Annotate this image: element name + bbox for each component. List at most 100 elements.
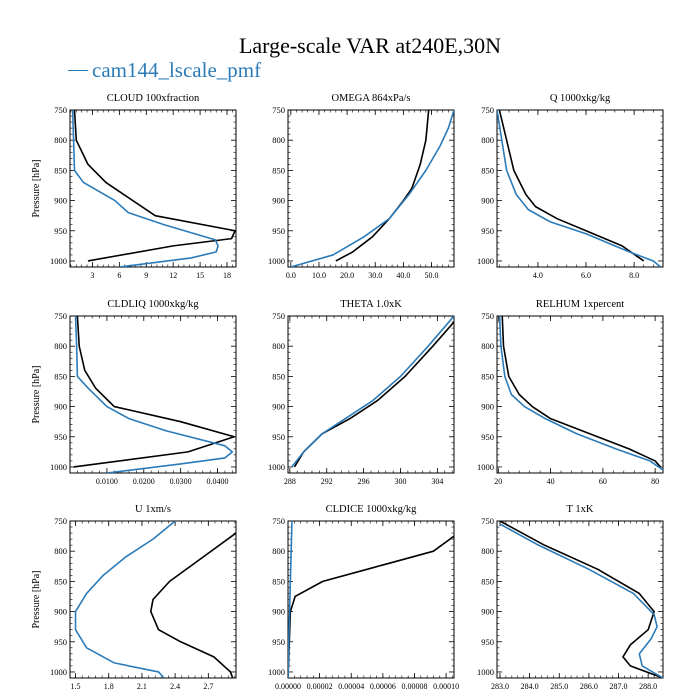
subplot-title: RELHUM 1xpercent — [536, 299, 624, 310]
x-tick-label: 2.4 — [170, 682, 180, 691]
series-line-blue — [74, 316, 234, 473]
subplot-title: CLOUD 100xfraction — [107, 93, 200, 104]
series-line-blue — [497, 110, 662, 267]
y-tick-label: 800 — [272, 341, 285, 351]
x-tick-label: 18 — [223, 271, 231, 280]
x-tick-label: 9 — [144, 271, 148, 280]
y-tick-label: 900 — [481, 607, 494, 617]
subplot-7: U 1xm/s 750 800 850 900 950 1000 1.5 1.8 2.1 2.4 2.… — [31, 504, 237, 691]
x-tick-label: 288.0 — [639, 682, 657, 691]
x-tick-label: 296 — [358, 477, 370, 486]
y-tick-label: 950 — [481, 226, 494, 236]
x-tick-label: 286.0 — [580, 682, 598, 691]
x-tick-label: 0.0200 — [133, 477, 155, 486]
x-tick-label: 6 — [117, 271, 121, 280]
y-tick-label: 750 — [272, 311, 285, 321]
plot-frame — [496, 520, 664, 679]
series-line-black — [499, 521, 663, 678]
y-axis-label: Pressure [hPa] — [31, 570, 42, 628]
y-tick-label: 1000 — [268, 667, 285, 677]
series-line-black — [73, 316, 235, 468]
y-tick-label: 900 — [54, 402, 67, 412]
y-tick-label: 950 — [481, 637, 494, 647]
y-tick-label: 950 — [272, 432, 285, 442]
y-tick-label: 900 — [481, 402, 494, 412]
series-group — [71, 110, 236, 267]
y-tick-label: 850 — [54, 371, 67, 381]
x-tick-label: 40 — [547, 477, 555, 486]
series-line-blue — [291, 316, 454, 468]
series-group — [499, 521, 663, 678]
series-group — [73, 316, 235, 473]
x-tick-label: 0.00006 — [370, 682, 396, 691]
x-tick-label: 1.5 — [71, 682, 81, 691]
y-tick-label: 750 — [481, 105, 494, 115]
y-tick-label: 900 — [54, 196, 67, 206]
legend-marker: — — [67, 58, 89, 80]
y-tick-label: 800 — [481, 546, 494, 556]
y-tick-label: 800 — [54, 546, 67, 556]
y-axis-label: Pressure [hPa] — [31, 365, 42, 423]
x-tick-label: 0.00000 — [275, 682, 301, 691]
x-tick-label: 283.0 — [491, 682, 509, 691]
y-tick-label: 850 — [481, 165, 494, 175]
x-tick-label: 2.7 — [203, 682, 213, 691]
x-tick-label: 15 — [196, 271, 204, 280]
y-tick-label: 1000 — [477, 462, 494, 472]
y-tick-label: 850 — [54, 576, 67, 586]
plot-frame — [287, 520, 455, 679]
y-tick-label: 950 — [272, 637, 285, 647]
y-tick-label: 850 — [272, 165, 285, 175]
series-line-black — [73, 110, 236, 262]
y-tick-label: 750 — [54, 105, 67, 115]
y-tick-label: 800 — [272, 546, 285, 556]
y-tick-label: 850 — [481, 371, 494, 381]
figure-title: Large-scale VAR at240E,30N — [239, 33, 501, 58]
x-tick-label: 0.0100 — [96, 477, 118, 486]
subplot-9: T 1xK 750 800 850 900 950 1000 283.0 284.0 285.0 2… — [477, 504, 664, 691]
y-tick-label: 800 — [54, 341, 67, 351]
subplot-title: U 1xm/s — [135, 504, 171, 515]
y-tick-label: 1000 — [477, 256, 494, 266]
y-tick-label: 950 — [54, 432, 67, 442]
x-tick-label: 287.0 — [610, 682, 628, 691]
series-line-blue — [498, 316, 663, 471]
y-tick-label: 1000 — [50, 462, 67, 472]
x-tick-label: 0.00002 — [307, 682, 333, 691]
plot-frame — [287, 109, 455, 268]
subplot-grid: CLOUD 100xfraction 750 800 850 900 950 1000 3 6 9… — [31, 93, 664, 691]
x-tick-label: 0.00008 — [401, 682, 427, 691]
plot-frame — [287, 315, 455, 474]
figure-legend: — cam144_lscale_pmf — [67, 58, 261, 82]
x-tick-label: 60 — [599, 477, 607, 486]
x-tick-label: 292 — [321, 477, 333, 486]
subplot-3: Q 1000xkg/kg 750 800 850 900 950 1000 4.0 6.0 8.0 — [477, 93, 664, 280]
y-tick-label: 750 — [481, 311, 494, 321]
y-tick-label: 1000 — [268, 462, 285, 472]
x-tick-label: 0.0 — [286, 271, 296, 280]
x-tick-label: 40.0 — [396, 271, 410, 280]
y-tick-label: 850 — [272, 371, 285, 381]
x-tick-label: 0.00010 — [433, 682, 459, 691]
series-group — [497, 110, 662, 267]
series-group — [498, 316, 663, 471]
y-tick-label: 950 — [272, 226, 285, 236]
y-tick-label: 1000 — [50, 256, 67, 266]
x-tick-label: 3 — [90, 271, 94, 280]
y-tick-label: 750 — [272, 105, 285, 115]
y-tick-label: 1000 — [268, 256, 285, 266]
subplot-title: T 1xK — [567, 504, 594, 515]
series-group — [291, 316, 454, 468]
subplot-title: THETA 1.0xK — [340, 299, 402, 310]
x-tick-label: 0.0300 — [170, 477, 192, 486]
y-tick-label: 850 — [272, 576, 285, 586]
x-tick-label: 4.0 — [533, 271, 543, 280]
x-tick-label: 300 — [395, 477, 407, 486]
y-tick-label: 900 — [272, 607, 285, 617]
x-tick-label: 6.0 — [581, 271, 591, 280]
subplot-title: CLDICE 1000xkg/kg — [326, 504, 417, 515]
series-group — [290, 110, 454, 267]
